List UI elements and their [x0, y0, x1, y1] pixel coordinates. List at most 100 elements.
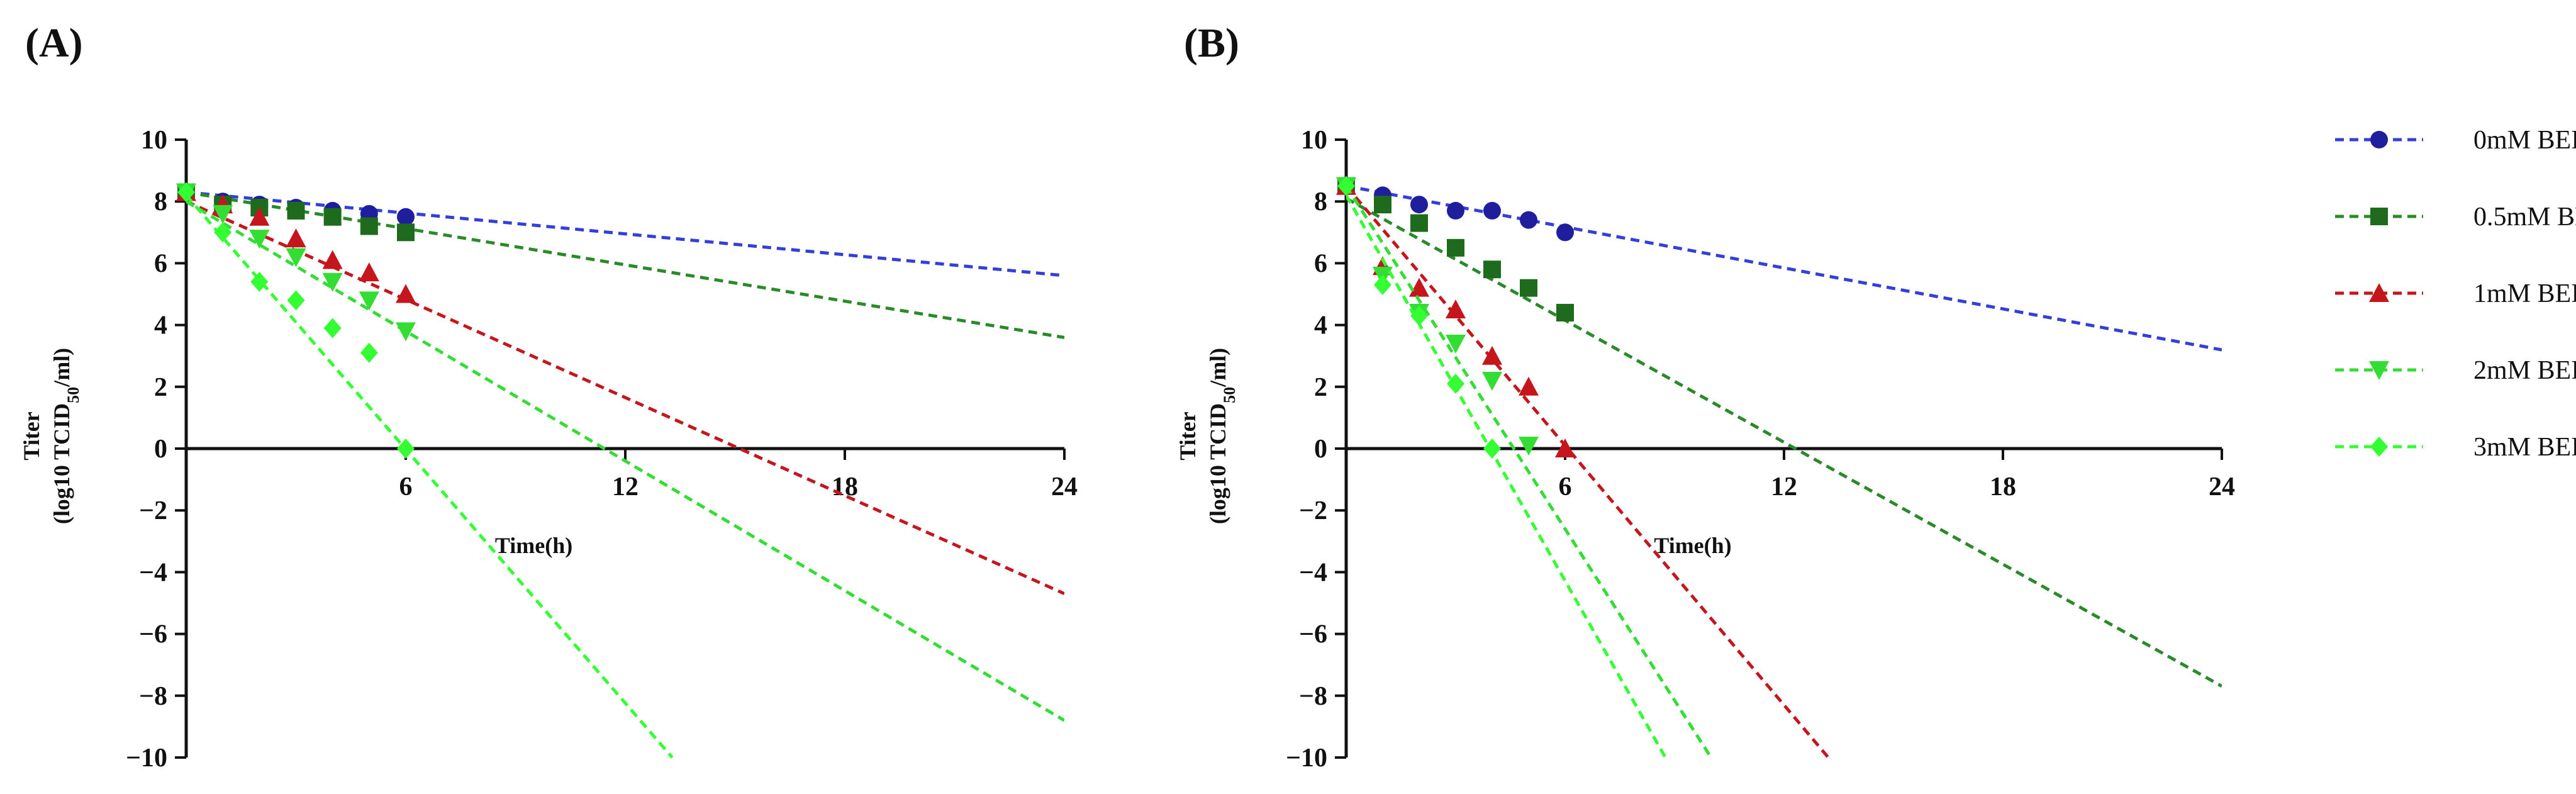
- data-point: [1447, 201, 1464, 220]
- fit-line: [1346, 197, 2222, 688]
- legend-label: 3mM BEI: [2473, 433, 2576, 462]
- y-tick-label: −8: [139, 682, 167, 711]
- y-tick-label: 4: [154, 311, 167, 340]
- data-point: [1483, 439, 1501, 459]
- data-point: [249, 206, 270, 226]
- data-point: [249, 230, 270, 249]
- data-point: [1409, 277, 1429, 297]
- data-point: [1447, 238, 1464, 257]
- fit-line: [186, 194, 674, 759]
- y-tick-label: −6: [139, 620, 167, 649]
- y-tick-label: 0: [1314, 435, 1327, 464]
- fit-line: [186, 191, 1064, 339]
- series-0mm-bei: [177, 183, 1064, 277]
- panel-label: (B): [1184, 20, 1239, 66]
- data-point: [397, 208, 415, 226]
- data-point: [1556, 223, 1574, 242]
- y-tick-label: −8: [1299, 682, 1327, 711]
- series-0-5mm-bei: [1337, 177, 2222, 688]
- legend-item: 1mM BEI: [2335, 279, 2576, 308]
- y-tick-label: 6: [154, 249, 167, 278]
- data-point: [1410, 196, 1428, 214]
- data-point: [1447, 373, 1464, 394]
- x-tick-label: 12: [1771, 472, 1797, 501]
- data-point: [286, 228, 306, 248]
- data-point: [360, 342, 378, 363]
- x-tick-label: 18: [832, 472, 858, 501]
- data-point: [1446, 335, 1466, 354]
- data-point: [1520, 211, 1537, 229]
- y-tick-label: 10: [1301, 126, 1327, 155]
- fit-line: [186, 190, 1064, 277]
- y-tick-label: 8: [154, 187, 167, 216]
- y-axis-unit-label: (log10 TCID50/ml): [1205, 348, 1239, 524]
- y-tick-label: −10: [126, 744, 167, 773]
- x-tick-label: 24: [1051, 472, 1078, 501]
- y-tick-label: −4: [1299, 558, 1327, 587]
- y-tick-label: 8: [1314, 187, 1327, 216]
- legend-label: 1mM BEI: [2473, 279, 2576, 308]
- data-point: [1555, 439, 1575, 457]
- y-tick-label: 4: [1314, 311, 1327, 340]
- legend-swatch-marker: [2370, 437, 2388, 457]
- series-1mm-bei: [1336, 176, 1830, 759]
- y-tick-label: 10: [141, 126, 167, 155]
- series-0mm-bei: [1337, 177, 2222, 352]
- y-tick-label: −2: [139, 496, 167, 525]
- data-point: [396, 284, 416, 303]
- data-point: [1374, 274, 1391, 295]
- data-point: [1519, 376, 1539, 396]
- data-point: [359, 291, 379, 311]
- chart-panel-a: (A) 10 8 6 4 2 0 −2 −4 −6 −8 −10 6 12 18 24 Time(h) Titer…: [19, 20, 1078, 773]
- legend: 0mM BEI 0.5mM BEI 1mM BEI 2mM BEI 3mM BEI: [2335, 126, 2576, 462]
- legend-item: 3mM BEI: [2335, 433, 2576, 462]
- x-axis-label: Time(h): [495, 533, 572, 558]
- chart-panel-b: (B) 10 8 6 4 2 0 −2 −4 −6 −8 −10 6 12 18 24 Time(h) Titer…: [1175, 20, 2235, 773]
- data-point: [1483, 260, 1501, 279]
- data-point: [323, 318, 342, 338]
- series-0-5mm-bei: [177, 183, 1064, 339]
- data-point: [287, 290, 305, 311]
- data-point: [1556, 303, 1574, 322]
- series-2mm-bei: [1336, 177, 1713, 759]
- data-point: [1520, 279, 1537, 297]
- y-tick-label: −10: [1286, 744, 1327, 773]
- x-axis-label: Time(h): [1654, 533, 1731, 558]
- data-point: [323, 208, 342, 226]
- fit-line: [186, 199, 1064, 595]
- legend-item: 0mM BEI: [2335, 126, 2576, 155]
- data-point: [1482, 371, 1502, 391]
- y-tick-label: −4: [139, 558, 167, 587]
- x-tick-label: 24: [2209, 472, 2235, 501]
- y-tick-label: −2: [1299, 496, 1327, 525]
- panel-label: (A): [25, 20, 83, 66]
- data-point: [360, 217, 378, 235]
- x-tick-label: 6: [1559, 472, 1572, 501]
- series-3mm-bei: [1337, 176, 1667, 759]
- fit-line: [1346, 194, 1667, 759]
- legend-swatch-marker: [2369, 361, 2389, 380]
- data-point: [322, 250, 343, 269]
- data-point: [250, 271, 269, 292]
- data-point: [214, 222, 232, 243]
- y-axis-label: Titer: [1175, 411, 1200, 460]
- legend-swatch-marker: [2370, 131, 2388, 148]
- data-point: [177, 182, 195, 203]
- data-point: [1446, 299, 1466, 319]
- legend-label: 2mM BEI: [2473, 356, 2576, 385]
- data-point: [322, 272, 343, 292]
- legend-item: 0.5mM BEI: [2335, 203, 2576, 232]
- data-point: [359, 262, 379, 282]
- series-3mm-bei: [177, 182, 674, 759]
- y-tick-label: −6: [1299, 620, 1327, 649]
- data-point: [1410, 305, 1428, 326]
- fit-line: [1346, 185, 1713, 759]
- data-point: [1337, 176, 1355, 196]
- data-point: [213, 204, 233, 224]
- y-tick-label: 2: [154, 373, 167, 402]
- legend-label: 0mM BEI: [2473, 126, 2576, 155]
- fit-line: [1346, 184, 2222, 352]
- data-point: [397, 439, 415, 459]
- legend-swatch-marker: [2369, 283, 2389, 302]
